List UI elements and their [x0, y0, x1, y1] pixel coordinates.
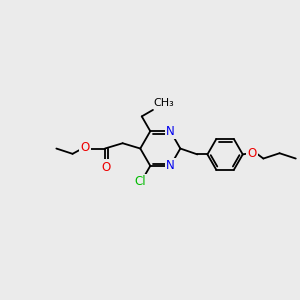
Text: O: O	[247, 147, 256, 160]
Text: Cl: Cl	[135, 175, 146, 188]
Text: N: N	[166, 125, 175, 138]
Text: CH₃: CH₃	[154, 98, 174, 108]
Text: O: O	[101, 161, 111, 174]
Text: O: O	[81, 141, 90, 154]
Text: N: N	[166, 159, 175, 172]
